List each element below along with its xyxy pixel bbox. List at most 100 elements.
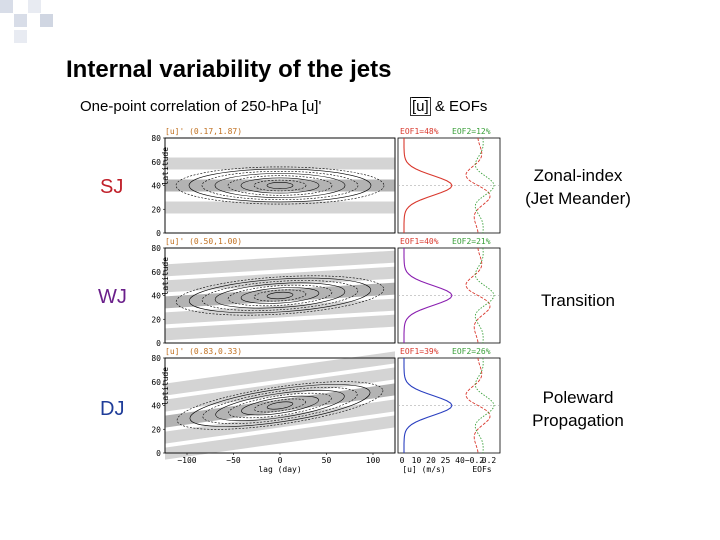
eof-panel-frame [397, 137, 501, 234]
y-tick-label: 60 [151, 158, 161, 167]
subtitle-eofs: [u] & EOFs [410, 97, 488, 116]
panel-title-2: [u]' (0.83,0.33) [165, 347, 242, 356]
row-label-dj: DJ [100, 398, 125, 420]
correlation-figure: [u]' (0.17,1.87) EOF1=48% EOF2=12% 0 20 40 60 8… [140, 127, 501, 474]
eof2-label-2: EOF2=26% [452, 347, 491, 356]
y-axis-label: latitude [161, 257, 170, 296]
slide-title: Internal variability of the jets [66, 56, 392, 83]
y-tick-label: 20 [151, 425, 161, 434]
y-tick-label: 40 [151, 182, 161, 191]
eof-panel-frame [397, 247, 501, 344]
mask-right [395, 138, 398, 233]
shaded-band [165, 250, 395, 277]
description-wj: Transition [508, 289, 648, 312]
y-tick-label: 20 [151, 205, 161, 214]
y-tick-label: 40 [151, 292, 161, 301]
contour-line [201, 280, 359, 311]
description-dj-line2: Propagation [532, 411, 624, 430]
x-tick-label: −50 [226, 456, 241, 465]
contour-line [227, 175, 333, 196]
contour-line [266, 401, 294, 410]
contour-line [253, 179, 307, 192]
panel-title-1: [u]' (0.50,1.00) [165, 237, 242, 246]
panel-dj [140, 351, 501, 460]
contour-line [189, 384, 371, 427]
mean-u-profile [403, 138, 453, 233]
x-tick-label: 0 [278, 456, 283, 465]
right-x-tick-label: 10 [412, 456, 422, 465]
right-x-tick-label: 40 [455, 456, 465, 465]
shaded-band [165, 298, 395, 325]
mask-right [395, 248, 398, 343]
shaded-band [165, 351, 395, 396]
corner-decoration [0, 0, 60, 48]
panel-wj [140, 246, 501, 345]
description-sj: Zonal-index (Jet Meander) [508, 164, 648, 210]
mask-left [140, 356, 165, 455]
y-tick-label: 0 [156, 229, 161, 238]
contour-line [228, 392, 332, 419]
eof1-curve [465, 137, 491, 234]
contour-line [241, 395, 319, 416]
description-wj-line1: Transition [540, 291, 615, 310]
description-sj-line2: (Jet Meander) [525, 189, 631, 208]
x-tick-label: 100 [366, 456, 381, 465]
shaded-band [165, 399, 395, 444]
mask-left [140, 136, 165, 235]
contour-line [214, 173, 346, 198]
eof-axis-label: EOFs [472, 465, 491, 474]
contour-line [215, 389, 345, 422]
right-x-tick-label: 20 [426, 456, 436, 465]
right-x-tick-label: 0 [400, 456, 405, 465]
contour-line [175, 275, 385, 316]
eof1-label-2: EOF1=39% [400, 347, 439, 356]
y-tick-label: 80 [151, 134, 161, 143]
eof-panel-frame [397, 357, 501, 454]
contour-line [201, 170, 359, 200]
shaded-band [165, 179, 395, 192]
contour-line [188, 277, 372, 314]
y-tick-label: 60 [151, 378, 161, 387]
eof1-curve [465, 247, 491, 344]
contour-line [175, 166, 385, 205]
eof2-curve [474, 137, 495, 234]
shaded-band [165, 266, 395, 293]
y-axis-label: latitude [161, 147, 170, 186]
x-tick-label: 50 [322, 456, 332, 465]
y-tick-label: 60 [151, 268, 161, 277]
x-tick-label: −100 [177, 456, 196, 465]
mean-u-profile [403, 358, 453, 453]
panel-title-0: [u]' (0.17,1.87) [165, 127, 242, 136]
eof2-curve [474, 357, 495, 454]
y-tick-label: 0 [156, 449, 161, 458]
panel-sj [140, 136, 501, 235]
mask-right [395, 358, 398, 453]
y-tick-label: 80 [151, 244, 161, 253]
contour-line [188, 168, 372, 203]
subtitle-eofs-rest: & EOFs [430, 98, 488, 115]
contour-line [253, 289, 307, 302]
y-tick-label: 0 [156, 339, 161, 348]
contour-line [240, 287, 320, 304]
shaded-band [165, 415, 395, 460]
shaded-band [165, 314, 395, 341]
subtitle-correlation: One-point correlation of 250-hPa [u]' [80, 98, 322, 115]
description-dj-line1: Poleward [542, 388, 614, 407]
y-tick-label: 80 [151, 354, 161, 363]
eof2-curve [474, 247, 495, 344]
contour-line [253, 398, 307, 413]
row-label-wj: WJ [98, 286, 127, 308]
eof2-label-1: EOF2=21% [452, 237, 491, 246]
description-sj-line1: Zonal-index [533, 166, 623, 185]
contour-line [214, 282, 346, 309]
shaded-band [165, 157, 395, 170]
shaded-band [165, 282, 395, 309]
eof2-label-0: EOF2=12% [452, 127, 491, 136]
contour-line [266, 181, 294, 189]
y-tick-label: 20 [151, 315, 161, 324]
u-bracket-symbol: [u] [410, 97, 431, 116]
row-label-sj: SJ [100, 176, 124, 198]
contour-line [240, 177, 320, 194]
y-axis-label: latitude [161, 367, 170, 406]
contour-line [266, 291, 294, 300]
